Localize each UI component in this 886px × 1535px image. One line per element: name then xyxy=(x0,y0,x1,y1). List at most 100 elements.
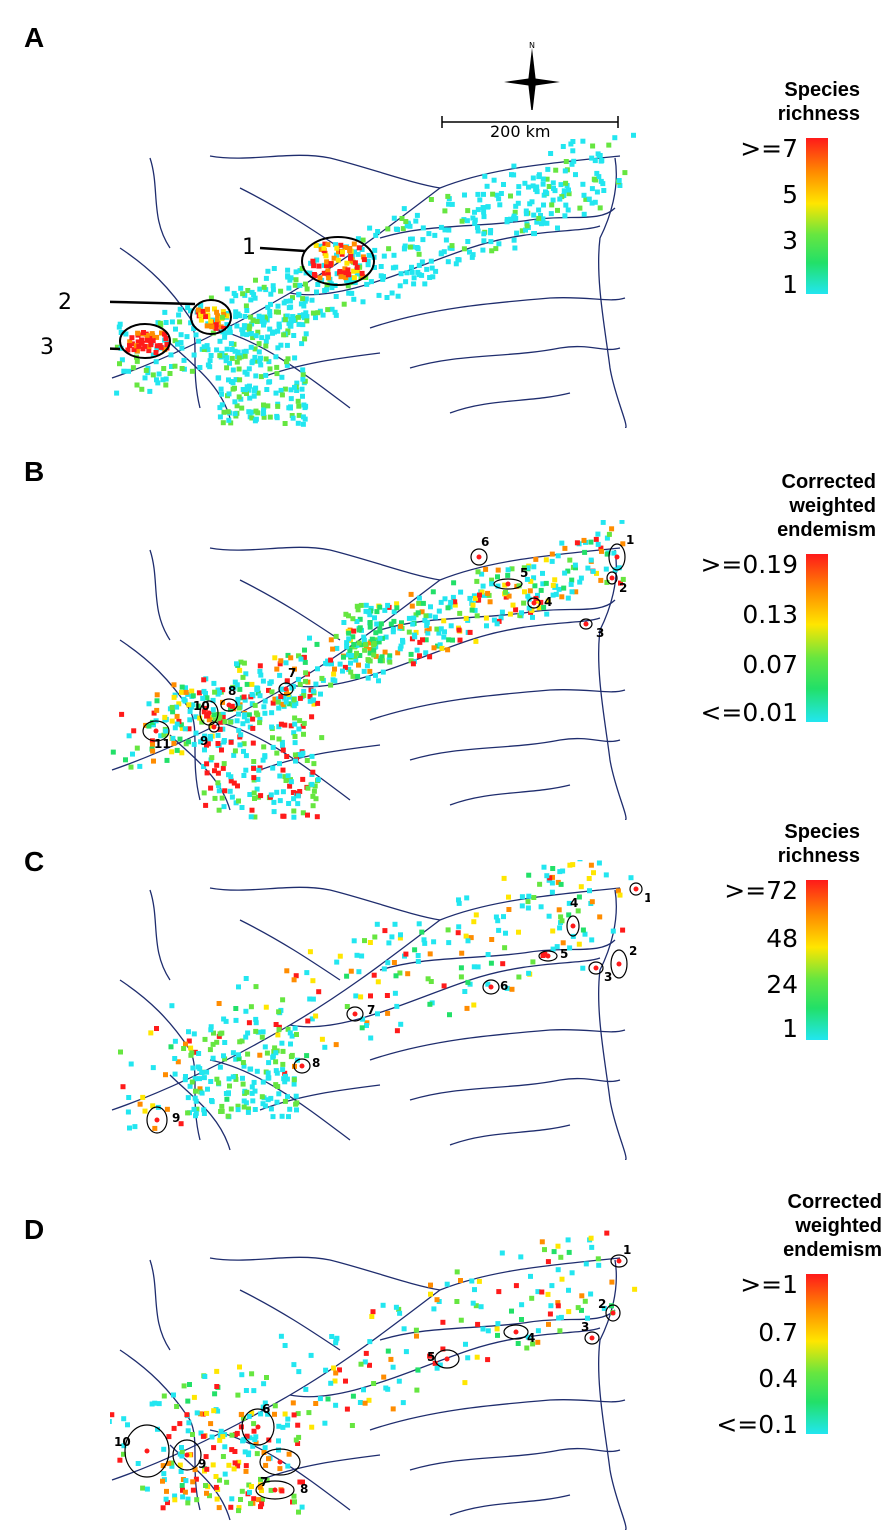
grid-cell xyxy=(437,1362,443,1368)
grid-cell xyxy=(290,1400,296,1406)
grid-cell xyxy=(422,281,428,287)
grid-cell xyxy=(249,360,255,366)
grid-cell xyxy=(392,921,398,927)
grid-cell xyxy=(589,899,595,905)
grid-cell xyxy=(533,556,539,562)
grid-cell xyxy=(398,932,403,938)
grid-cell xyxy=(367,624,373,630)
grid-cell xyxy=(609,1279,615,1285)
grid-cell xyxy=(566,191,572,197)
grid-cell xyxy=(252,295,258,301)
grid-cell xyxy=(462,1380,468,1386)
grid-cell xyxy=(556,1315,562,1321)
grid-cell xyxy=(322,241,328,247)
grid-cell xyxy=(213,325,219,331)
grid-cell xyxy=(130,751,135,757)
grid-cell xyxy=(132,1124,138,1130)
grid-cell xyxy=(277,773,283,779)
grid-cell xyxy=(347,248,353,253)
grid-cell xyxy=(519,1302,525,1308)
hotspot-dot xyxy=(444,1356,450,1362)
grid-cell xyxy=(191,1031,197,1037)
grid-cell xyxy=(246,387,252,393)
grid-cell xyxy=(209,1434,215,1440)
hotspot-dot xyxy=(614,554,620,560)
grid-cell xyxy=(214,347,220,353)
grid-cell xyxy=(241,349,247,355)
grid-cell xyxy=(292,752,298,758)
hotspot-dot xyxy=(476,554,482,560)
river xyxy=(209,1256,441,1291)
grid-cell xyxy=(229,355,235,361)
grid-cell xyxy=(270,700,276,706)
grid-cell xyxy=(220,687,226,693)
grid-cell xyxy=(288,1054,294,1060)
grid-cell xyxy=(179,750,185,756)
grid-cell xyxy=(525,593,531,599)
grid-cell xyxy=(224,365,230,371)
grid-cell xyxy=(357,1400,363,1405)
legend-color-bar xyxy=(806,138,828,294)
grid-cell xyxy=(246,1020,252,1026)
grid-cell xyxy=(194,1410,200,1416)
grid-cell xyxy=(280,1067,286,1073)
grid-cell xyxy=(393,1304,399,1310)
grid-cell xyxy=(191,326,197,332)
grid-cell xyxy=(338,242,344,248)
grid-cell xyxy=(475,207,481,213)
grid-cell xyxy=(565,207,571,213)
grid-cell xyxy=(179,684,185,690)
grid-cell xyxy=(364,1020,370,1026)
grid-cell xyxy=(134,348,140,354)
grid-cell xyxy=(472,607,478,613)
grid-cell xyxy=(215,715,221,721)
grid-cell xyxy=(171,694,177,700)
grid-cell xyxy=(261,408,266,414)
grid-cell xyxy=(355,673,361,679)
hotspot-dot xyxy=(545,953,551,959)
grid-cell xyxy=(334,245,340,251)
grid-cell xyxy=(388,1356,394,1362)
grid-cell xyxy=(341,270,347,276)
grid-cell xyxy=(496,241,502,247)
grid-cell xyxy=(270,287,276,293)
grid-cell xyxy=(296,1369,302,1375)
grid-cell xyxy=(346,652,351,658)
hotspot-label-2: 2 xyxy=(58,290,72,315)
grid-cell xyxy=(311,761,317,767)
grid-cell xyxy=(282,774,288,780)
grid-cell xyxy=(534,598,540,604)
grid-cell xyxy=(575,1305,581,1311)
grid-cell xyxy=(247,395,253,401)
river xyxy=(239,579,341,641)
grid-cell xyxy=(282,1070,288,1076)
grid-cell xyxy=(329,306,335,312)
grid-cell xyxy=(344,277,349,283)
grid-cell xyxy=(169,364,174,369)
grid-cell xyxy=(557,1328,563,1334)
grid-cell xyxy=(314,814,320,820)
grid-cell xyxy=(258,1476,263,1482)
grid-cell xyxy=(539,1239,545,1245)
grid-cell xyxy=(310,996,316,1002)
hotspot-dot xyxy=(610,1310,616,1316)
grid-cell xyxy=(204,1490,209,1496)
grid-cell xyxy=(356,969,362,975)
grid-cell xyxy=(576,894,582,900)
grid-cell xyxy=(284,313,290,319)
grid-cell xyxy=(241,748,246,754)
grid-cell xyxy=(263,1004,269,1010)
grid-cell xyxy=(462,989,468,994)
grid-cell xyxy=(371,648,377,654)
hotspot-dot xyxy=(272,1487,278,1493)
grid-cell xyxy=(304,318,310,324)
grid-cell xyxy=(456,627,462,633)
grid-cell xyxy=(293,269,299,275)
grid-cell xyxy=(428,1282,433,1288)
grid-cell xyxy=(150,338,156,344)
grid-cell xyxy=(299,341,305,347)
grid-cell xyxy=(285,773,291,779)
hotspot-dot xyxy=(505,581,511,587)
grid-cell xyxy=(121,1416,127,1422)
grid-cell xyxy=(516,184,522,190)
